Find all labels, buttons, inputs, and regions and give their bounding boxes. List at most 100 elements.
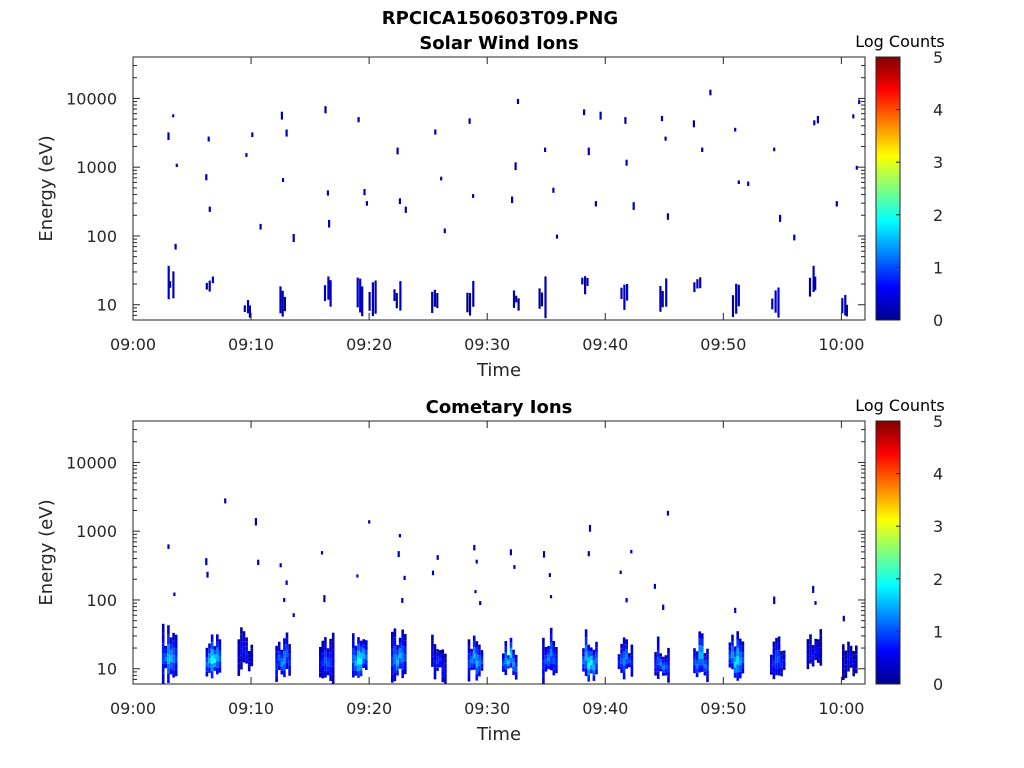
cometary-burst-cell [393,646,397,655]
data-point [475,559,478,564]
cometary-burst-cell [728,650,732,655]
solar-wind-column [538,288,541,309]
data-point [583,109,586,116]
cometary-burst-cell [210,656,214,664]
cometary-burst-cell [431,634,434,641]
cometary-burst-cell [504,669,508,676]
cometary-burst-cell [365,640,368,646]
x-tick-label: 09:10 [228,335,274,354]
cometary-burst-cell [622,651,626,659]
solar-wind-column [844,294,847,316]
cometary-burst-cell [620,668,623,673]
cometary-burst-cell [852,651,855,656]
data-point [666,510,669,516]
cometary-burst-cell [555,647,558,652]
cometary-burst-cell [595,663,598,669]
cometary-burst-cell [404,660,407,668]
cometary-burst-cell [780,655,783,660]
cometary-burst-cell [664,661,668,666]
data-point [479,601,482,606]
cometary-burst-cell [436,660,439,664]
solar-wind-column [665,278,668,307]
cometary-burst-cell [245,646,248,651]
data-point [552,187,555,193]
cometary-burst-cell [213,646,216,651]
cometary-burst-cell [275,657,278,664]
cometary-burst-cell [630,660,634,666]
cometary-burst-cell [504,652,508,658]
solar-wind-column [466,292,469,313]
solar-wind-column [374,280,377,314]
cometary-burst-cell [656,664,660,672]
cometary-burst-cell [250,662,254,667]
cometary-burst-cell [240,648,243,656]
solar-wind-column [814,276,817,291]
cometary-burst-cell [547,653,550,658]
cometary-burst-cell [772,647,776,655]
cometary-burst-cell [167,644,170,655]
y-tick-label: 100 [86,591,117,610]
cometary-burst-cell [329,645,332,653]
solar-wind-column [211,276,214,284]
cometary-burst-cell [288,644,291,650]
cometary-burst-cell [555,668,558,674]
cometary-burst-cell [393,628,397,638]
cometary-burst-cell [770,664,773,668]
cometary-burst-cell [475,647,479,655]
cometary-burst-cell [662,669,665,673]
cometary-burst-cell [480,650,484,654]
cometary-burst-cell [701,639,704,647]
cometary-burst-cell [205,671,209,677]
solar-wind-column [468,293,472,316]
cometary-burst-cell [819,659,823,666]
data-point [323,595,326,603]
cometary-burst-cell [592,665,596,671]
cometary-burst-cell [161,653,165,664]
cometary-burst-cell [472,652,476,659]
cometary-burst-cell [814,656,817,660]
cometary-burst-cell [167,663,170,674]
cometary-burst-cell [544,651,548,656]
cometary-burst-cell [852,672,855,677]
data-point [653,583,656,589]
data-point [734,127,737,132]
cometary-burst-cell [741,652,745,658]
cometary-burst-cell [444,658,447,664]
cometary-burst-cell [319,652,322,658]
cometary-burst-cell [283,651,286,658]
cometary-burst-cell [285,662,289,669]
cometary-burst-cell [512,649,515,654]
cometary-burst-cell [514,654,518,659]
data-point [709,89,712,96]
data-point [773,147,776,152]
cometary-burst-cell [695,664,699,669]
y-tick-label: 100 [86,227,117,246]
cometary-burst-cell [811,662,815,667]
cometary-burst-cell [664,658,668,662]
cometary-burst-cell [664,668,668,673]
cometary-burst-cell [733,662,737,668]
cometary-burst-cell [502,659,505,663]
cometary-burst-cell [852,667,855,673]
cometary-burst-cell [780,663,783,668]
cometary-burst-cell [326,670,330,676]
data-point [363,189,366,196]
cometary-burst-cell [357,671,360,678]
data-point [509,549,512,556]
cometary-burst-cell [811,655,815,660]
cometary-burst-cell [542,645,545,653]
cometary-burst-cell [582,652,585,656]
cometary-burst-cell [331,632,335,642]
cometary-burst-cell [288,654,291,660]
solar-wind-column [246,300,250,314]
cometary-burst-cell [391,657,394,666]
cometary-burst-cell [770,654,773,658]
cometary-burst-cell [512,666,515,671]
cometary-burst-cell [319,672,322,678]
data-point [285,129,288,137]
cometary-burst-cell [205,657,209,663]
cometary-burst-cell [478,671,481,677]
solar-wind-column [371,282,374,316]
cometary-burst-cell [319,646,322,652]
cometary-burst-cell [319,662,322,668]
